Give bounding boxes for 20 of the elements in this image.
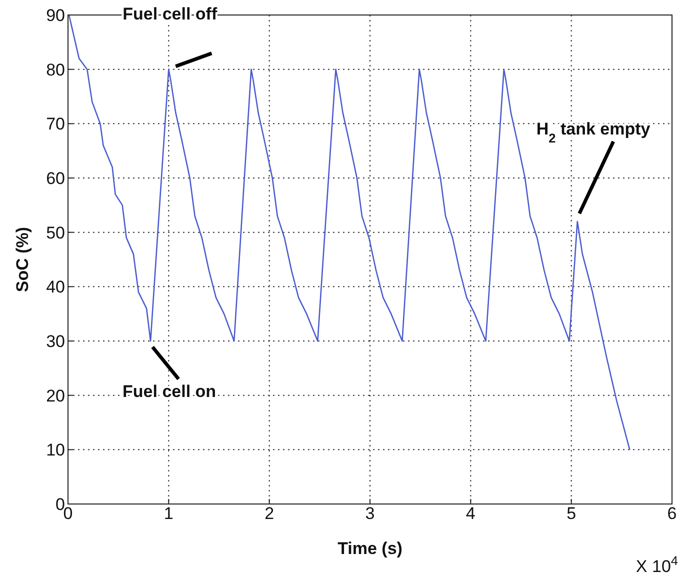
x-tick-label: 6	[667, 504, 677, 524]
annotation: Fuel cell on	[122, 382, 216, 401]
y-axis-title: SoC (%)	[13, 226, 32, 292]
annotation: H$_{2}$ tank empty	[536, 119, 651, 145]
y-tick-label: 40	[46, 278, 65, 297]
y-tick-label: 10	[46, 440, 65, 460]
x-tick-label: 2	[264, 504, 274, 524]
x-tick-label: 4	[466, 504, 476, 524]
text: X 10$^{4}$	[636, 552, 678, 576]
x-tick-label: 5	[566, 504, 576, 524]
x-axis-title: Time (s)	[338, 539, 402, 558]
x-tick-label: 1	[164, 504, 174, 524]
y-tick-label: 20	[46, 386, 65, 406]
y-tick-label: 90	[46, 6, 65, 26]
y-tick-label: 70	[46, 114, 65, 134]
y-tick-label: 60	[46, 169, 65, 188]
y-tick-label: 30	[46, 332, 65, 352]
y-tick-label: 50	[46, 223, 65, 242]
x-tick-label: 3	[365, 504, 375, 524]
y-tick-label: 80	[46, 60, 65, 80]
